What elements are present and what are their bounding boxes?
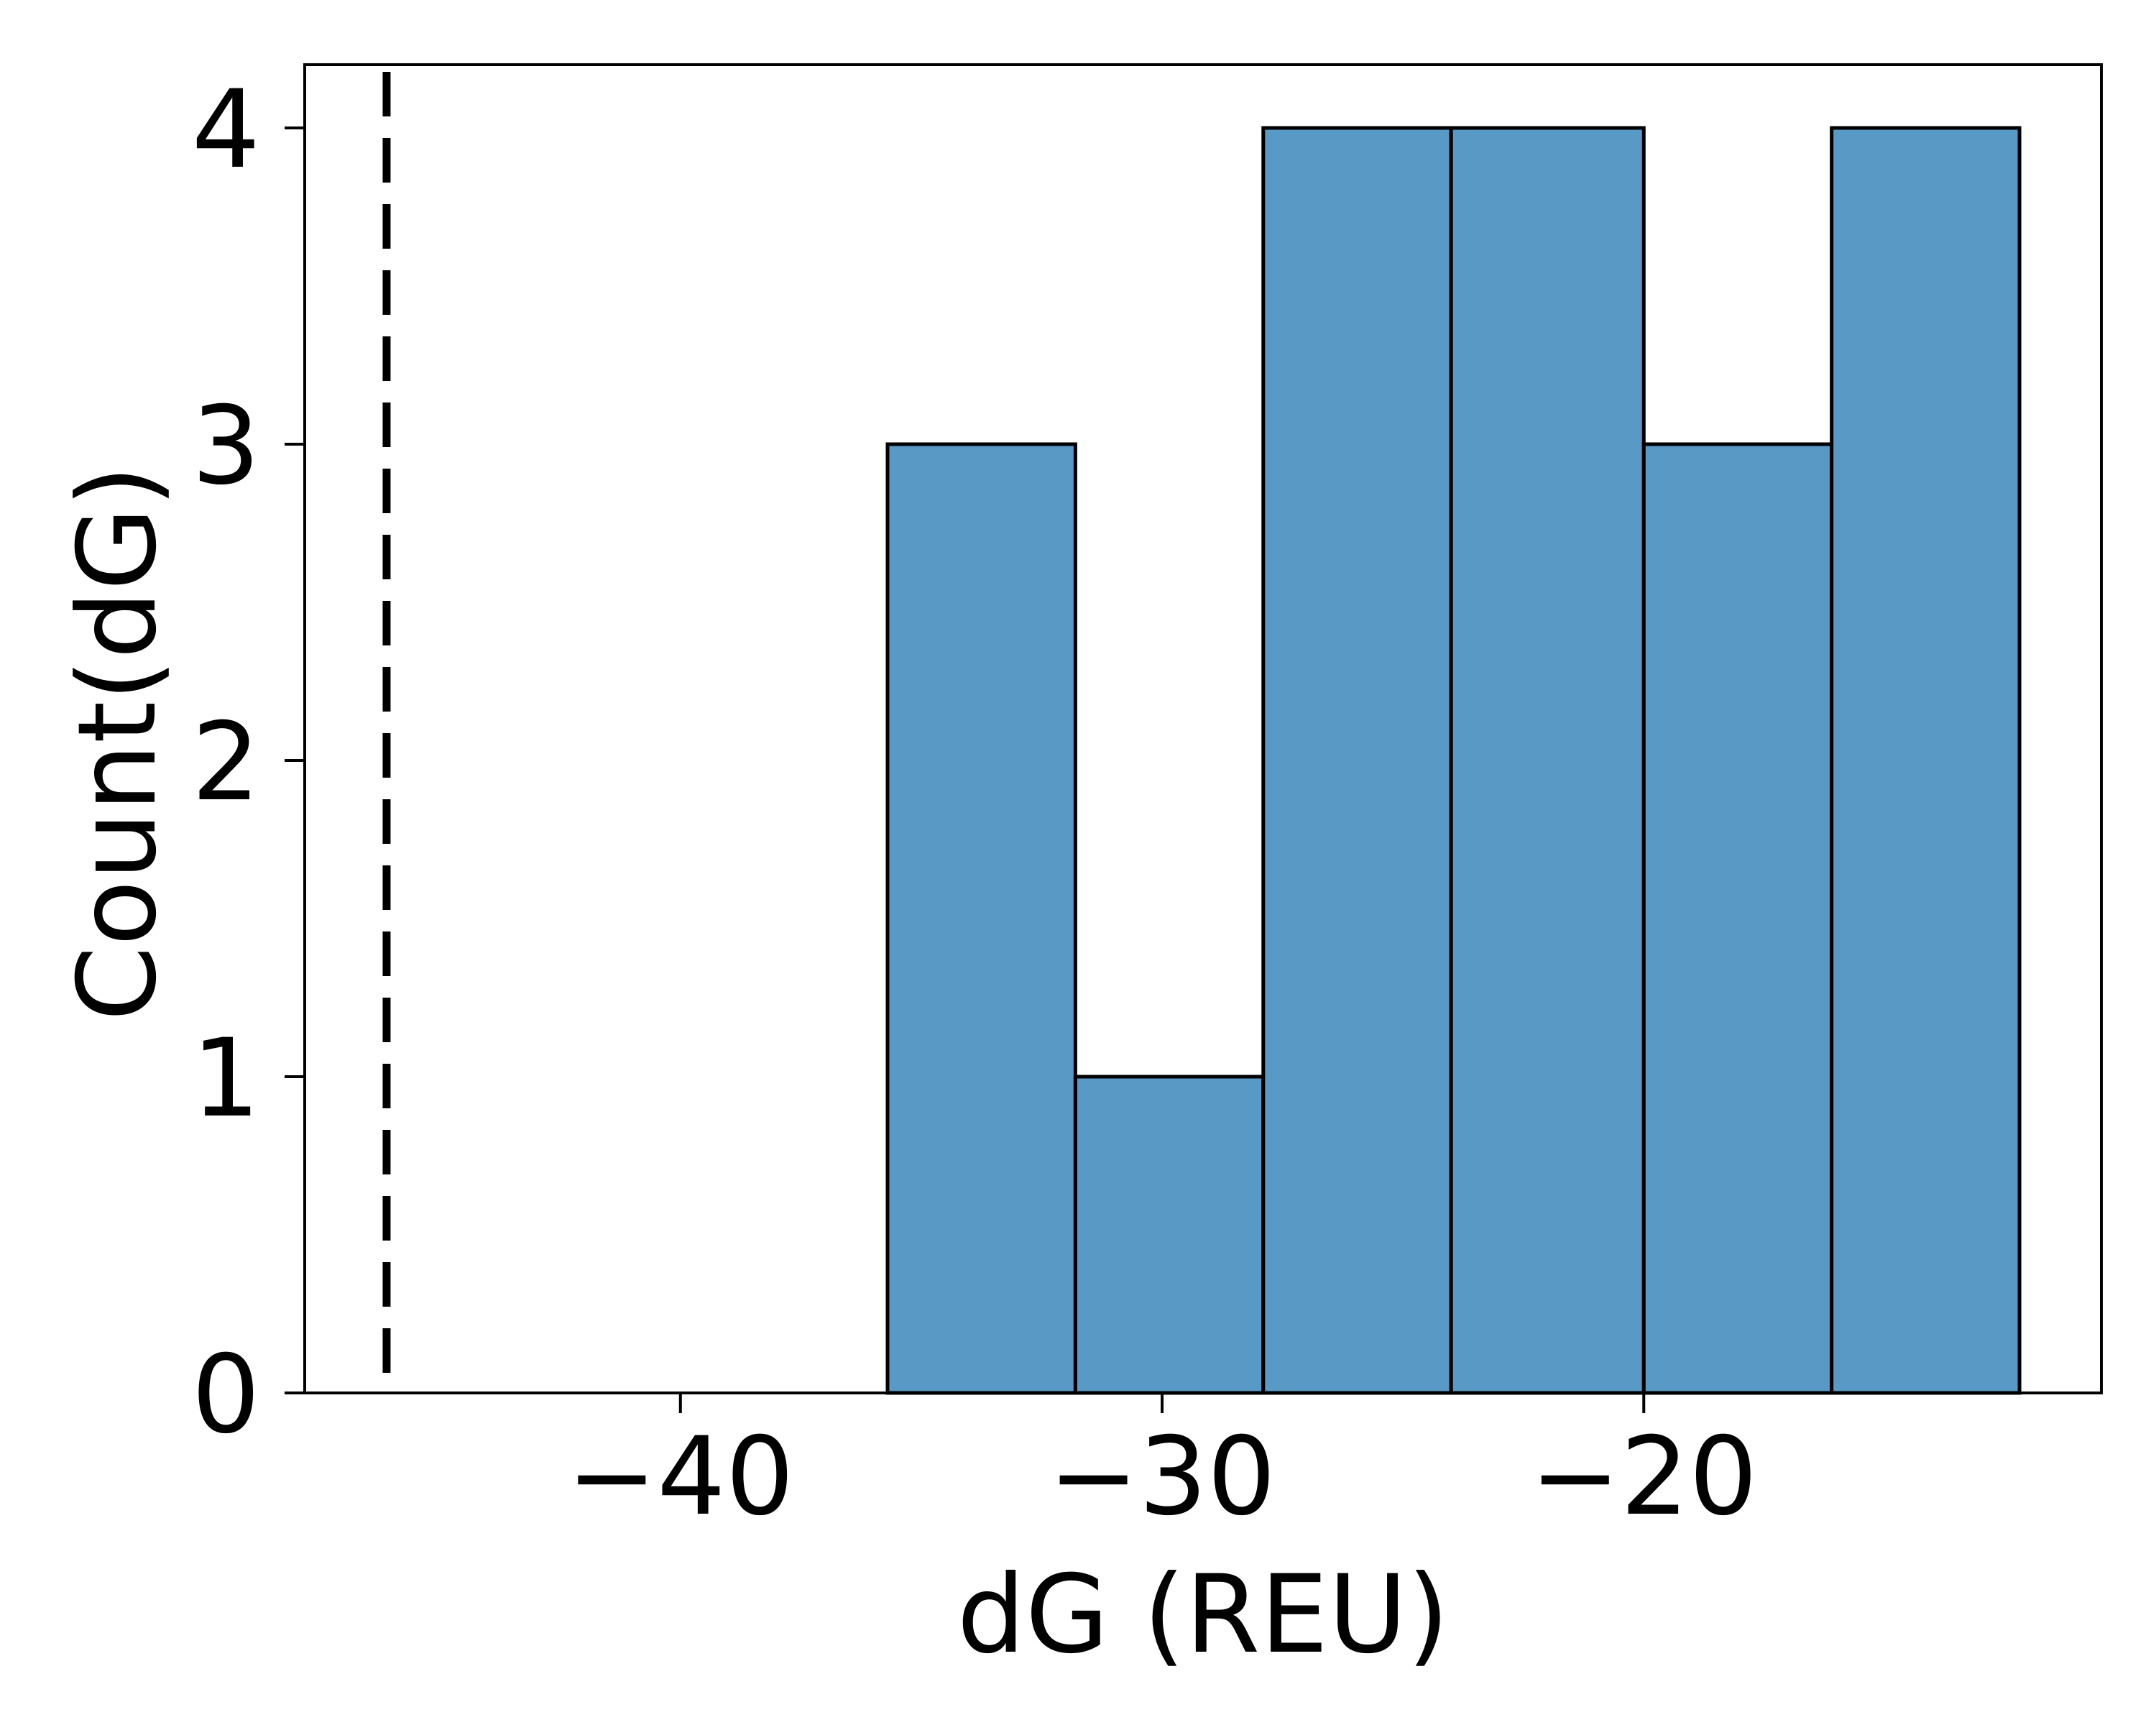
histogram-bar-2: [1073, 1075, 1266, 1395]
x-axis-title: dG (REU): [957, 1552, 1450, 1678]
x-axis: −40 −30 −20: [567, 1393, 1758, 1540]
x-tick-label: −40: [567, 1414, 795, 1540]
histogram-bar-6: [1830, 126, 2022, 1395]
plot-frame: [303, 63, 2103, 1394]
y-tick-label: 0: [192, 1333, 260, 1458]
y-axis-title: Count(dG): [55, 465, 180, 1021]
y-tick-label: 3: [192, 384, 260, 509]
histogram-bar-3: [1261, 126, 1453, 1395]
histogram-bars: [885, 126, 2022, 1395]
y-tick-label: 1: [192, 1016, 260, 1141]
x-tick-label: −30: [1049, 1414, 1276, 1540]
y-tick-label: 2: [192, 700, 260, 825]
histogram-bar-5: [1641, 442, 1834, 1395]
y-axis: 0 1 2 3 4: [192, 68, 305, 1458]
y-tick-label: 4: [192, 68, 260, 193]
histogram-bar-4: [1449, 126, 1646, 1395]
histogram-bar-1: [885, 442, 1077, 1395]
x-tick-label: −20: [1530, 1414, 1758, 1540]
